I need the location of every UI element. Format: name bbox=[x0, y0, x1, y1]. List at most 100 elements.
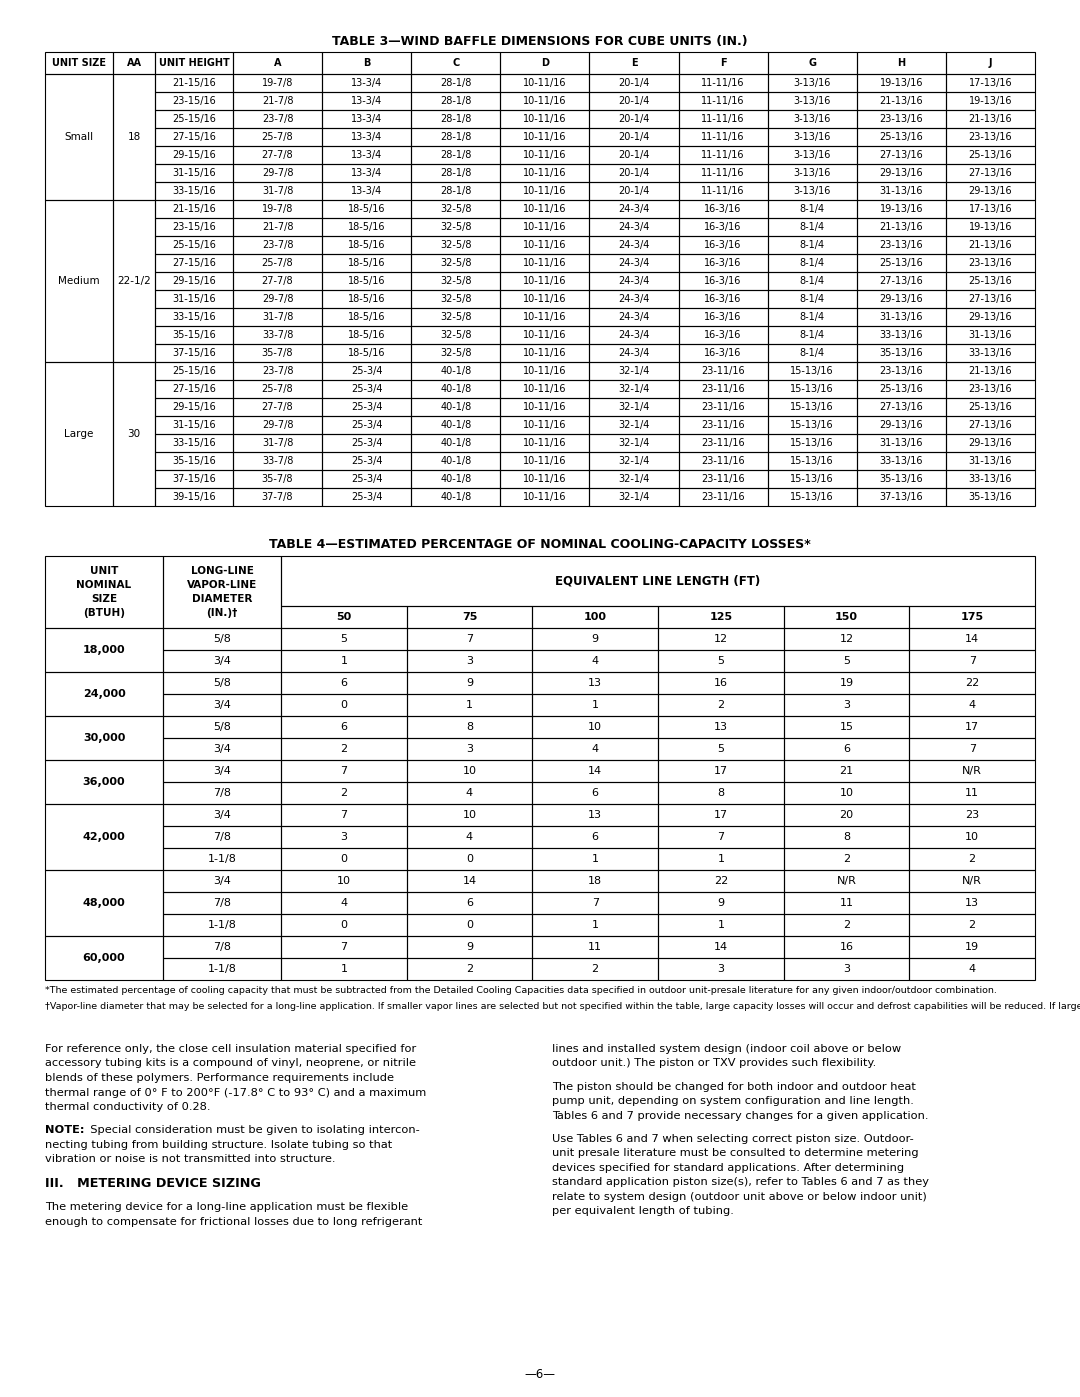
Text: 5/8: 5/8 bbox=[213, 634, 231, 644]
Text: TABLE 4—ESTIMATED PERCENTAGE OF NOMINAL COOLING-CAPACITY LOSSES*: TABLE 4—ESTIMATED PERCENTAGE OF NOMINAL … bbox=[269, 538, 811, 550]
Text: 14: 14 bbox=[714, 942, 728, 951]
Bar bbox=[163, 958, 281, 981]
Bar bbox=[156, 291, 233, 307]
Text: 29-13/16: 29-13/16 bbox=[969, 312, 1012, 321]
Bar bbox=[156, 272, 233, 291]
Bar bbox=[856, 416, 946, 434]
Text: 32-5/8: 32-5/8 bbox=[440, 348, 472, 358]
Text: 32-5/8: 32-5/8 bbox=[440, 277, 472, 286]
Bar bbox=[156, 398, 233, 416]
Text: 24-3/4: 24-3/4 bbox=[619, 312, 650, 321]
Bar bbox=[45, 717, 163, 760]
Bar bbox=[590, 469, 678, 488]
Text: 25-13/16: 25-13/16 bbox=[969, 402, 1012, 412]
Bar bbox=[163, 848, 281, 870]
Bar bbox=[678, 236, 768, 254]
Bar bbox=[768, 326, 856, 344]
Bar bbox=[233, 52, 322, 74]
Text: 13: 13 bbox=[589, 678, 603, 687]
Text: 33-13/16: 33-13/16 bbox=[969, 348, 1012, 358]
Bar bbox=[407, 694, 532, 717]
Bar bbox=[768, 469, 856, 488]
Bar bbox=[658, 717, 784, 738]
Text: 42,000: 42,000 bbox=[83, 833, 125, 842]
Bar bbox=[658, 914, 784, 936]
Bar bbox=[532, 606, 658, 629]
Text: 8-1/4: 8-1/4 bbox=[799, 293, 825, 305]
Bar bbox=[322, 254, 411, 272]
Text: EQUIVALENT LINE LENGTH (FT): EQUIVALENT LINE LENGTH (FT) bbox=[555, 574, 760, 588]
Text: 10-11/16: 10-11/16 bbox=[523, 455, 567, 467]
Text: 27-15/16: 27-15/16 bbox=[172, 384, 216, 394]
Text: 4: 4 bbox=[465, 788, 473, 798]
Text: 1-1/8: 1-1/8 bbox=[207, 921, 237, 930]
Bar bbox=[500, 344, 590, 362]
Bar bbox=[856, 488, 946, 506]
Text: 10: 10 bbox=[966, 833, 980, 842]
Text: 5: 5 bbox=[717, 657, 725, 666]
Text: 9: 9 bbox=[465, 942, 473, 951]
Text: unit presale literature must be consulted to determine metering: unit presale literature must be consulte… bbox=[553, 1148, 919, 1158]
Text: 25-3/4: 25-3/4 bbox=[351, 455, 382, 467]
Text: 16-3/16: 16-3/16 bbox=[704, 293, 742, 305]
Text: 1: 1 bbox=[465, 700, 473, 710]
Text: 30,000: 30,000 bbox=[83, 733, 125, 743]
Bar bbox=[532, 914, 658, 936]
Text: 25-15/16: 25-15/16 bbox=[172, 366, 216, 376]
Bar bbox=[163, 650, 281, 672]
Bar bbox=[784, 650, 909, 672]
Text: 11: 11 bbox=[966, 788, 980, 798]
Text: 23-7/8: 23-7/8 bbox=[261, 115, 294, 124]
Bar bbox=[500, 74, 590, 92]
Text: 8: 8 bbox=[465, 722, 473, 732]
Bar bbox=[768, 488, 856, 506]
Text: 18-5/16: 18-5/16 bbox=[348, 348, 386, 358]
Text: pump unit, depending on system configuration and line length.: pump unit, depending on system configura… bbox=[553, 1097, 915, 1106]
Bar bbox=[322, 326, 411, 344]
Bar bbox=[909, 717, 1035, 738]
Text: 13: 13 bbox=[966, 898, 980, 908]
Text: 23-11/16: 23-11/16 bbox=[701, 492, 745, 502]
Bar bbox=[233, 147, 322, 163]
Text: 35-13/16: 35-13/16 bbox=[879, 348, 923, 358]
Text: thermal conductivity of 0.28.: thermal conductivity of 0.28. bbox=[45, 1102, 211, 1112]
Text: enough to compensate for frictional losses due to long refrigerant: enough to compensate for frictional loss… bbox=[45, 1217, 422, 1227]
Bar bbox=[322, 147, 411, 163]
Text: 24-3/4: 24-3/4 bbox=[619, 240, 650, 250]
Bar bbox=[532, 694, 658, 717]
Bar bbox=[411, 488, 500, 506]
Text: 16-3/16: 16-3/16 bbox=[704, 330, 742, 339]
Bar bbox=[407, 760, 532, 782]
Bar bbox=[281, 805, 407, 826]
Text: 3-13/16: 3-13/16 bbox=[794, 168, 831, 177]
Bar bbox=[946, 110, 1035, 129]
Bar bbox=[946, 488, 1035, 506]
Bar bbox=[768, 110, 856, 129]
Text: 13-3/4: 13-3/4 bbox=[351, 115, 382, 124]
Text: 7/8: 7/8 bbox=[213, 788, 231, 798]
Bar bbox=[500, 453, 590, 469]
Text: 33-15/16: 33-15/16 bbox=[172, 439, 216, 448]
Text: 37-15/16: 37-15/16 bbox=[172, 474, 216, 483]
Text: 18-5/16: 18-5/16 bbox=[348, 240, 386, 250]
Text: 15-13/16: 15-13/16 bbox=[791, 402, 834, 412]
Text: 3/4: 3/4 bbox=[213, 810, 231, 820]
Text: 27-13/16: 27-13/16 bbox=[969, 420, 1012, 430]
Text: blends of these polymers. Performance requirements include: blends of these polymers. Performance re… bbox=[45, 1073, 394, 1083]
Bar bbox=[678, 218, 768, 236]
Text: 30: 30 bbox=[127, 429, 140, 439]
Text: 35-13/16: 35-13/16 bbox=[879, 474, 923, 483]
Text: 14: 14 bbox=[462, 876, 476, 886]
Text: 27-7/8: 27-7/8 bbox=[261, 402, 294, 412]
Text: 31-15/16: 31-15/16 bbox=[172, 168, 216, 177]
Bar bbox=[500, 218, 590, 236]
Text: 11-11/16: 11-11/16 bbox=[701, 186, 745, 196]
Text: 14: 14 bbox=[589, 766, 603, 775]
Bar bbox=[909, 870, 1035, 893]
Text: 23: 23 bbox=[966, 810, 980, 820]
Bar bbox=[590, 218, 678, 236]
Text: 27-7/8: 27-7/8 bbox=[261, 149, 294, 161]
Text: 4: 4 bbox=[969, 700, 975, 710]
Text: 1: 1 bbox=[717, 854, 725, 863]
Bar bbox=[678, 74, 768, 92]
